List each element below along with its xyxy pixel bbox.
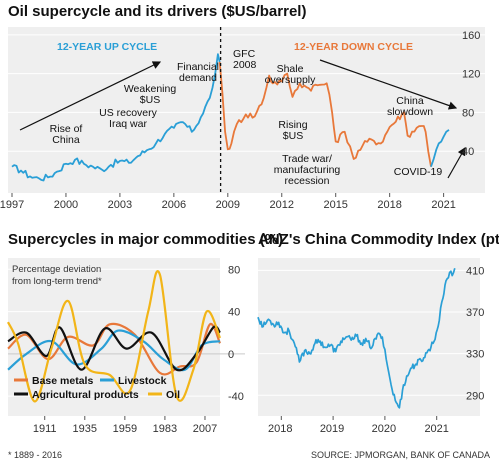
supercycles-x-ticks: 1911 1935 1959 1983 2007: [33, 416, 217, 435]
oil-x-ticks: 1997 2000 2003 2006 2009 2012 2015 2018 2021: [0, 193, 456, 211]
oil-price-line-up: [11, 53, 221, 182]
oil-annotation: Trade war/: [282, 153, 332, 165]
up-cycle-arrow: [19, 61, 162, 131]
recovery-arrow: [447, 146, 466, 179]
anz-x-tick-label: 2020: [372, 423, 396, 435]
oil-series: [11, 53, 450, 182]
supercycles-y-ticks: 80 40 0 -40: [228, 264, 244, 403]
oil-y-tick-label: 40: [462, 146, 474, 158]
oil-annotation: Shale: [277, 63, 304, 75]
oil-x-tick-label: 2018: [377, 199, 401, 211]
oil-annotation: Iraq war: [109, 118, 147, 130]
anz-x-tick-label: 2021: [424, 423, 448, 435]
supercycles-x-tick-label: 1959: [113, 423, 137, 435]
supercycles-legend: Base metals Livestock Agricultural product…: [14, 375, 180, 401]
legend-label: Livestock: [118, 375, 167, 387]
anz-plot-background: [258, 258, 480, 416]
oil-x-tick-label: 1997: [0, 199, 24, 211]
anz-index-chart: ANZ's China Commodity Index (pts) 410 370…: [257, 231, 499, 435]
oil-x-tick-label: 2021: [431, 199, 455, 211]
oil-annotation: $US: [140, 94, 160, 106]
oil-annotation: Financial: [177, 61, 219, 73]
anz-y-tick-label: 290: [466, 390, 484, 402]
legend-label: Oil: [166, 389, 180, 401]
anz-x-tick-label: 2019: [320, 423, 344, 435]
oil-annotation: GFC: [233, 48, 256, 60]
oil-gridlines: [8, 34, 485, 152]
supercycle-line-3: [7, 270, 222, 403]
oil-annotation: Rising: [278, 119, 307, 131]
oil-annotation: Rise of: [50, 123, 83, 135]
footnote: * 1889 - 2016: [8, 450, 62, 460]
anz-x-tick-label: 2018: [268, 423, 292, 435]
oil-annotation: oversupply: [265, 74, 317, 86]
oil-x-tick-label: 2003: [108, 199, 132, 211]
oil-x-tick-label: 2000: [54, 199, 78, 211]
supercycle-line-1: [7, 329, 221, 372]
supercycles-x-tick-label: 1911: [33, 423, 57, 435]
supercycles-plot-background: [8, 258, 220, 416]
oil-x-tick-label: 2009: [216, 199, 240, 211]
legend-label: Agricultural products: [32, 389, 139, 401]
oil-annotation: COVID-19: [394, 166, 443, 178]
supercycles-title: Supercycles in major commodities (%): [8, 231, 283, 248]
oil-annotation: Weakening: [124, 83, 177, 95]
oil-x-tick-label: 2006: [162, 199, 186, 211]
supercycle-line-0: [7, 322, 222, 376]
anz-series: [257, 268, 456, 409]
oil-annotation: 2008: [233, 59, 257, 71]
oil-price-line-up: [430, 129, 450, 167]
oil-y-tick-label: 160: [462, 30, 480, 42]
anz-y-tick-label: 410: [466, 265, 484, 277]
anz-y-tick-label: 330: [466, 349, 484, 361]
supercycles-y-tick-label: 40: [228, 307, 240, 319]
supercycles-y-tick-label: -40: [228, 391, 244, 403]
supercycles-x-tick-label: 2007: [193, 423, 217, 435]
oil-annotation: China: [52, 134, 80, 146]
oil-y-tick-label: 120: [462, 69, 480, 81]
oil-annotation: demand: [179, 72, 217, 84]
legend-label: Base metals: [32, 375, 93, 387]
oil-annotation: US recovery: [99, 107, 158, 119]
cycle-arrows: [19, 59, 466, 179]
anz-y-tick-label: 370: [466, 307, 484, 319]
oil-chart-title: Oil supercycle and its drivers ($US/barr…: [8, 3, 306, 20]
up-cycle-label: 12-YEAR UP CYCLE: [57, 41, 157, 53]
source-credit: SOURCE: JPMORGAN, BANK OF CANADA: [311, 450, 490, 460]
anz-gridlines: [258, 269, 480, 396]
oil-annotation: $US: [283, 130, 303, 142]
oil-annotation: slowdown: [387, 106, 433, 118]
oil-annotation: recession: [285, 175, 330, 187]
down-cycle-label: 12-YEAR DOWN CYCLE: [294, 41, 413, 53]
oil-price-line-down: [218, 61, 432, 167]
supercycles-x-tick-label: 1983: [153, 423, 177, 435]
oil-y-tick-label: 80: [462, 107, 474, 119]
deviation-note-line-1: Percentage deviation: [12, 264, 101, 275]
oil-annotation: manufacturing: [274, 164, 341, 176]
supercycles-x-tick-label: 1935: [73, 423, 97, 435]
oil-supercycle-chart: Oil supercycle and its drivers ($US/barr…: [0, 3, 485, 211]
supercycles-chart: Supercycles in major commodities (%) Per…: [7, 231, 283, 435]
oil-y-ticks: 40 80 120 160: [462, 30, 480, 158]
oil-x-tick-label: 2015: [323, 199, 347, 211]
anz-x-ticks: 2018 2019 2020 2021: [268, 416, 449, 435]
oil-x-tick-label: 2012: [270, 199, 294, 211]
supercycles-y-tick-label: 80: [228, 264, 240, 276]
down-cycle-arrow: [319, 59, 458, 110]
anz-y-ticks: 410 370 330 290: [466, 265, 484, 402]
supercycles-y-tick-label: 0: [228, 349, 234, 361]
supercycles-series: [7, 270, 222, 403]
anz-index-title: ANZ's China Commodity Index (pts): [258, 231, 499, 248]
deviation-note-line-2: from long-term trend*: [12, 276, 102, 287]
oil-annotation: China: [396, 95, 424, 107]
anz-index-line: [257, 268, 456, 409]
